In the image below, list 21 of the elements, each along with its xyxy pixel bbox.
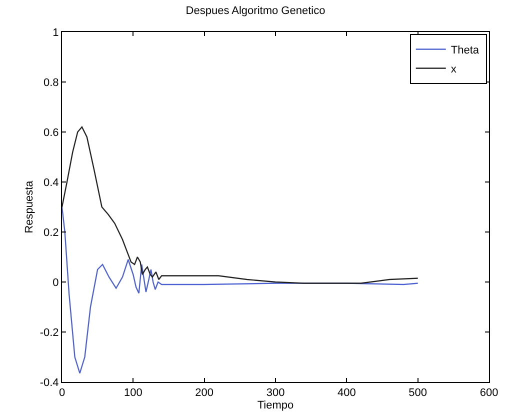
- x-tick-label: 100: [124, 387, 142, 400]
- x-tick-label: 200: [195, 387, 214, 400]
- y-tick-label: -0.4: [40, 376, 59, 389]
- x-axis-title: Tiempo: [257, 399, 294, 412]
- legend-label: x: [450, 64, 457, 76]
- y-axis-title: Respuesta: [23, 180, 36, 234]
- legend-label: Theta: [450, 44, 480, 57]
- y-tick-label: -0.2: [40, 326, 59, 339]
- chart-title: Despues Algoritmo Genetico: [186, 5, 326, 17]
- x-tick-label: 300: [266, 387, 285, 400]
- y-tick-label: 0.6: [44, 126, 59, 139]
- y-tick-label: 0.2: [44, 226, 59, 239]
- line-series: [62, 206, 418, 374]
- y-tick-label: 0.4: [44, 176, 59, 189]
- y-tick-label: 0: [52, 276, 59, 289]
- x-tick-label: 500: [408, 387, 428, 400]
- y-tick-label: 0.8: [44, 76, 59, 89]
- line-series: [62, 126, 418, 284]
- x-tick-label: 400: [337, 387, 356, 400]
- x-tick-label: 600: [480, 387, 498, 400]
- y-tick-label: 1: [52, 26, 59, 39]
